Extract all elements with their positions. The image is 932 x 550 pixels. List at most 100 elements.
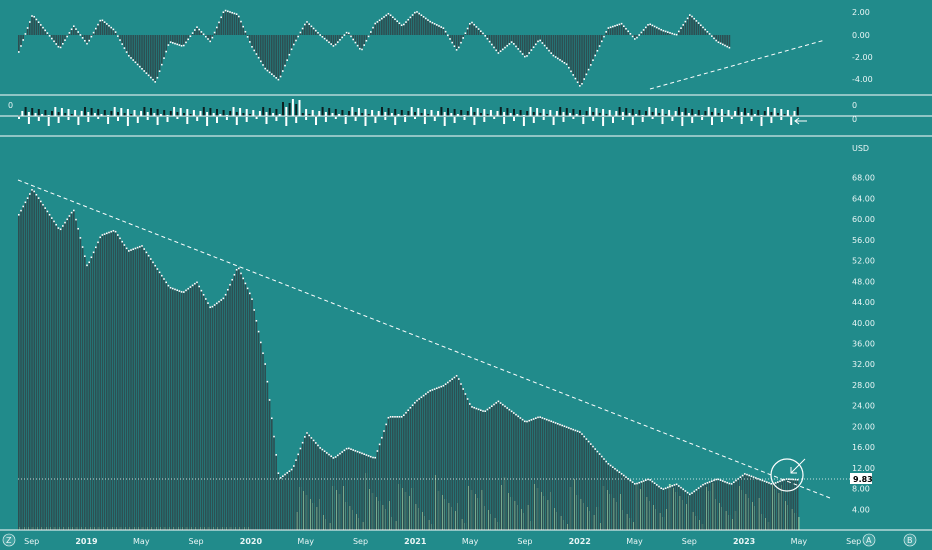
oscillator-bar (508, 35, 511, 44)
time-axis[interactable]: Sep 2019 May Sep 2020 May Sep 2021 May Sep 2022 May… (24, 537, 861, 546)
price-bar-cap (284, 473, 286, 476)
oscillator-bar-cap (332, 45, 335, 47)
price-bar (526, 420, 528, 530)
oscillator-bar-cap (697, 22, 700, 24)
price-bar (354, 450, 357, 530)
volume-bar (705, 487, 707, 530)
price-bar-cap (337, 454, 339, 457)
volume-delta-bar (615, 111, 618, 116)
price-bar (328, 453, 330, 530)
oscillator-bar (559, 35, 561, 60)
volume-delta-bar (153, 113, 156, 116)
oscillator-trendline[interactable] (649, 39, 826, 90)
volume-delta-bar (671, 117, 674, 121)
volume-bar (309, 499, 311, 530)
price-bar (719, 479, 722, 530)
oscillator-bar-cap (24, 33, 27, 35)
oscillator-bar-cap (581, 82, 583, 85)
oscillator-bar-cap (73, 25, 75, 28)
corner-badge-b[interactable]: B (903, 533, 917, 547)
price-bar (616, 469, 618, 530)
vd-right-label: 0 (852, 115, 857, 124)
price-bar-cap (713, 479, 715, 482)
highlight-circle[interactable] (770, 458, 804, 492)
oscillator-bar (286, 35, 288, 61)
oscillator-bar-cap (304, 23, 306, 26)
price-bar (180, 291, 183, 530)
price-bar-cap (213, 304, 216, 306)
volume-bar (348, 506, 351, 530)
volume-delta-bar (407, 111, 410, 116)
price-bar (363, 453, 365, 530)
oscillator-bar-cap (625, 27, 627, 30)
price-bar (374, 456, 376, 530)
volume-delta-bar (156, 109, 159, 116)
oscillator-bar-cap (97, 23, 99, 26)
volume-bar (791, 509, 793, 530)
price-bar (759, 478, 761, 530)
corner-badge-left[interactable]: Z (2, 533, 16, 547)
price-bar-cap (231, 278, 233, 281)
price-bar-cap (664, 487, 667, 490)
volume-delta-bar (559, 107, 562, 116)
corner-badge-a[interactable]: A (862, 533, 876, 547)
oscillator-bar (517, 35, 519, 49)
oscillator-bar-cap (235, 13, 238, 15)
oscillator-bar-cap (570, 70, 572, 73)
time-tick: 2020 (240, 537, 263, 546)
volume-delta-bar (763, 111, 766, 116)
oscillator-bar-cap (35, 18, 38, 21)
price-bar-cap (299, 447, 302, 450)
price-bar (766, 481, 768, 530)
price-bar (299, 447, 302, 530)
price-bar-cap (242, 277, 244, 280)
volume-delta-bar (414, 117, 416, 119)
oscillator-bar-cap (653, 25, 656, 28)
volume-delta-bar (661, 117, 664, 124)
oscillator-bar (636, 35, 638, 38)
price-bar (165, 281, 167, 530)
oscillator-bar-cap (99, 19, 101, 22)
oscillator-bar (51, 35, 53, 39)
volume-delta-bar (348, 111, 350, 116)
pointer-arrow-icon[interactable] (790, 458, 806, 474)
price-axis[interactable]: USD 68.0064.0060.0056.0052.0048.0044.004… (852, 144, 875, 514)
price-tick: 24.00 (852, 402, 875, 411)
price-bar-cap (623, 474, 625, 477)
oscillator-bar (550, 35, 552, 54)
volume-delta-bar (701, 117, 704, 120)
oscillator-bar-cap (121, 43, 123, 45)
price-trendline[interactable] (17, 179, 831, 499)
oscillator-bar-cap (636, 36, 638, 39)
oscillator-bar-cap (218, 21, 220, 24)
left-arrow-icon[interactable] (794, 117, 807, 125)
price-bar-cap (194, 282, 196, 285)
oscillator-bar (565, 35, 568, 65)
volume-delta-bar (608, 110, 611, 116)
price-bar (697, 487, 700, 530)
oscillator-bar (86, 35, 88, 44)
volume-delta-bar (744, 108, 746, 116)
oscillator-bar-cap (169, 41, 172, 43)
oscillator-bar (491, 35, 493, 45)
price-bar (308, 434, 310, 530)
volume-delta-bar (186, 117, 189, 124)
oscillator-bar (288, 35, 291, 55)
price-bar-cap (636, 482, 638, 485)
price-bar-cap (35, 193, 38, 196)
oscillator-bar (46, 33, 49, 35)
oscillator-bar (524, 35, 526, 57)
oscillator-bar-cap (447, 34, 449, 37)
price-tick: 48.00 (852, 277, 875, 286)
price-bar (66, 218, 68, 530)
oscillator-bar (409, 17, 412, 35)
oscillator-bar-cap (158, 70, 161, 72)
oscillator-bar (161, 35, 163, 65)
time-tick: Sep (189, 537, 204, 546)
price-bar (418, 398, 420, 530)
price-bar-cap (488, 407, 491, 409)
volume-delta-bar (618, 107, 621, 116)
price-bar-cap (640, 481, 643, 483)
price-bar (345, 447, 348, 530)
oscillator-bar (35, 19, 38, 35)
